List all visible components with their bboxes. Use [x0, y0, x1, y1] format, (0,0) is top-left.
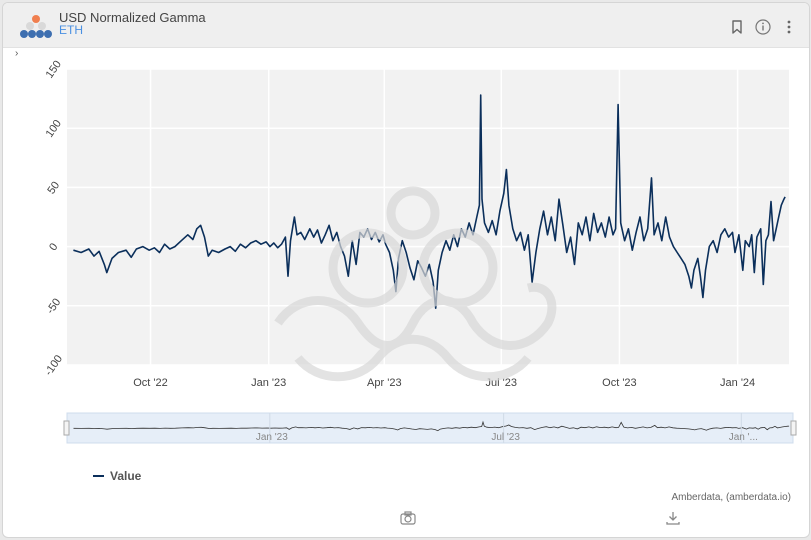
navigator-tick-label: Jan '23	[256, 432, 288, 443]
logo-dot-bottom-1	[20, 30, 28, 38]
x-tick-label: Oct '23	[602, 377, 637, 389]
y-tick-label: 50	[45, 180, 62, 197]
legend-swatch	[93, 475, 104, 477]
expand-chevron-icon[interactable]: ›	[15, 48, 19, 59]
y-tick-label: 150	[44, 59, 64, 81]
logo-dot-bottom-2	[28, 30, 36, 38]
asset-subtitle: ETH	[59, 23, 83, 37]
logo-dot-mid-right	[38, 22, 46, 30]
y-tick-label: 100	[44, 118, 64, 140]
download-icon[interactable]	[664, 509, 682, 527]
chart: 150 100 50 0 -50 -100 Oct '22 Jan '23 Apr '23 Jul…	[43, 59, 797, 444]
plot-background	[67, 69, 789, 365]
card-header: USD Normalized Gamma ETH	[3, 3, 809, 48]
more-vertical-icon[interactable]	[780, 18, 798, 36]
x-tick-label: Jul '23	[486, 377, 517, 389]
bookmark-icon[interactable]	[728, 18, 746, 36]
navigator-handle-right[interactable]	[790, 420, 797, 436]
logo-dot-bottom-3	[36, 30, 44, 38]
legend-label: Value	[110, 469, 142, 483]
amberdata-logo-icon	[20, 15, 52, 38]
navigator-tick-label: Jan '...	[729, 432, 758, 443]
credits-text: Amberdata, (amberdata.io)	[671, 492, 791, 503]
x-tick-label: Jan '23	[251, 377, 286, 389]
x-tick-label: Apr '23	[367, 377, 402, 389]
y-tick-label: -100	[43, 353, 65, 378]
y-tick-label: -50	[44, 296, 63, 316]
info-icon[interactable]	[754, 18, 772, 36]
camera-icon[interactable]	[399, 509, 417, 527]
logo-dot-bottom-4	[44, 30, 52, 38]
page-title: USD Normalized Gamma	[59, 10, 206, 25]
y-tick-label: 0	[47, 241, 60, 253]
navigator-handle-left[interactable]	[63, 420, 70, 436]
navigator-tick-label: Jul '23	[491, 432, 520, 443]
logo-dot-mid-left	[26, 22, 34, 30]
logo-dot-top	[32, 15, 40, 23]
legend-item-value[interactable]: Value	[93, 469, 141, 483]
x-tick-label: Jan '24	[720, 377, 755, 389]
x-tick-label: Oct '22	[133, 377, 168, 389]
navigator-series-line	[73, 420, 790, 432]
